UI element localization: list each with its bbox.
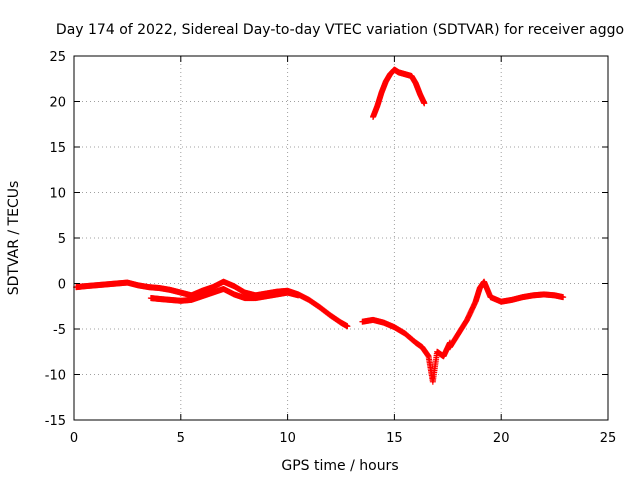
y-tick-label: 0 [58,278,66,293]
x-tick-label: 15 [386,431,403,446]
y-tick-label: 5 [58,232,66,247]
axis-ticks: 0 5 10 15 20 25 -15 -10 -5 0 5 10 15 20 25 [45,50,617,446]
data-point [295,292,302,299]
y-tick-label: -10 [45,369,66,384]
y-tick-label: -15 [45,414,66,429]
y-tick-label: 15 [49,141,66,156]
x-tick-label: 0 [70,431,78,446]
x-tick-label: 5 [177,431,185,446]
x-axis-label: GPS time / hours [281,458,398,474]
grid [74,56,608,420]
x-tick-label: 10 [279,431,296,446]
y-axis-label: SDTVAR / TECUs [6,181,22,296]
x-tick-label: 25 [600,431,617,446]
x-tick-label: 20 [493,431,510,446]
y-tick-label: 25 [49,50,66,65]
data-point [344,323,351,330]
y-tick-label: 20 [49,96,66,111]
data-point [560,294,567,301]
chart-title: Day 174 of 2022, Sidereal Day-to-day VTE… [56,22,624,38]
data-points [73,66,567,385]
data-point [421,100,428,107]
y-tick-label: 10 [49,187,66,202]
y-tick-label: -5 [53,323,66,338]
